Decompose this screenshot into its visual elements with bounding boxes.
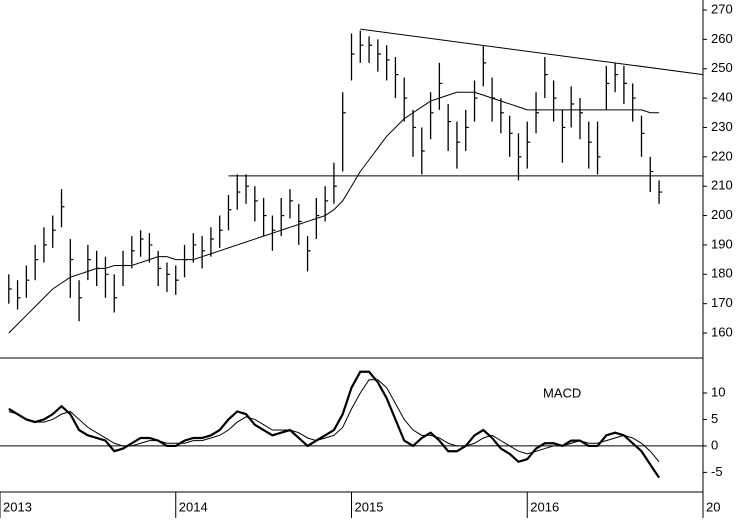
x-tick-label: 20 [706,499,720,514]
y-tick-label: 200 [711,207,733,222]
y-tick-label: -5 [711,464,723,479]
y-tick-label: 170 [711,295,733,310]
signal-line [8,379,660,463]
x-tick-label: 2014 [179,499,208,514]
trendline [360,28,704,76]
moving-average [8,91,660,334]
y-tick-label: 220 [711,148,733,163]
y-tick-label: 190 [711,236,733,251]
x-tick-label: 2016 [530,499,559,514]
y-tick-label: 180 [711,266,733,281]
y-tick-label: 160 [711,324,733,339]
macd-line [8,370,660,479]
y-tick-label: 260 [711,31,733,46]
y-tick-label: 240 [711,90,733,105]
y-tick-label: 270 [711,1,733,16]
macd-label: MACD [543,385,581,400]
y-tick-label: 0 [711,437,718,452]
y-tick-label: 250 [711,60,733,75]
y-tick-label: 230 [711,119,733,134]
y-tick-label: 10 [711,384,725,399]
x-tick-label: 2013 [3,499,32,514]
x-tick-label: 2015 [355,499,384,514]
y-tick-label: 210 [711,178,733,193]
y-tick-label: 5 [711,411,718,426]
